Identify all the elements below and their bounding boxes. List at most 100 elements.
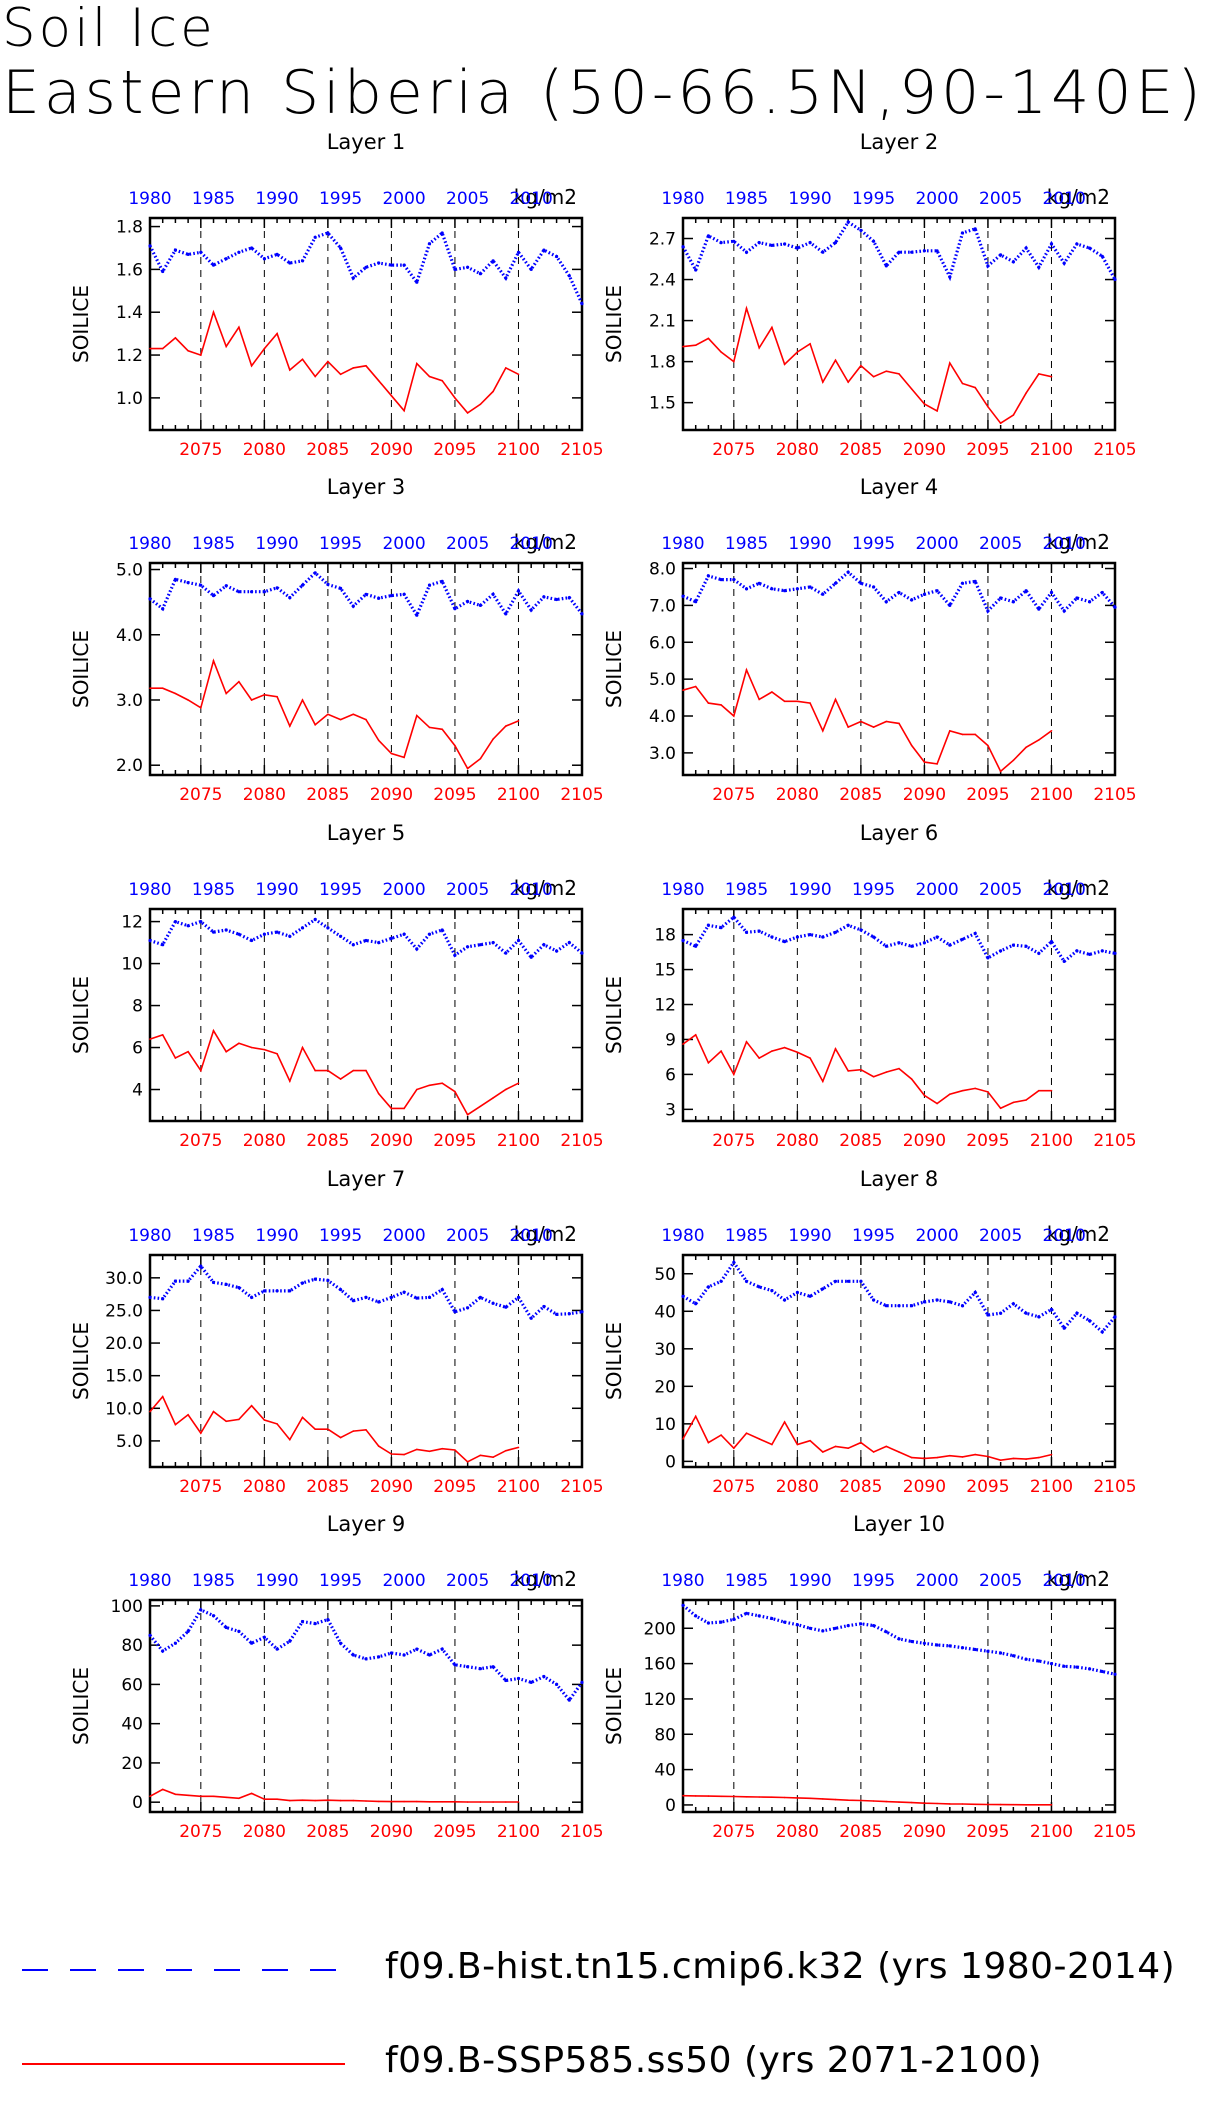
data-point-hist [351, 1653, 355, 1657]
chart-panel-layer-1: Layer 1 kg/m2 2075 2080 2085 2090 2095 2100 2105… [69, 130, 604, 460]
data-point-ssp [250, 1792, 253, 1795]
x-tick-label-top: 1995 [852, 880, 895, 900]
data-point-hist [516, 589, 521, 593]
data-point-hist [872, 1624, 876, 1628]
data-point-hist [250, 590, 254, 594]
data-point-ssp [352, 1430, 355, 1432]
data-point-ssp [923, 1094, 926, 1097]
data-point-hist [757, 1285, 761, 1289]
y-tick-label: 80 [654, 1725, 676, 1745]
data-point-ssp [352, 713, 355, 716]
data-point-ssp [809, 1057, 811, 1059]
data-point-ssp [987, 405, 989, 408]
data-point-ssp [860, 1799, 862, 1802]
plot-frame [681, 216, 1117, 432]
data-point-ssp [682, 689, 684, 691]
data-point-ssp [289, 369, 291, 371]
data-point-ssp [352, 1069, 355, 1072]
data-point-hist [186, 252, 190, 256]
data-point-hist [922, 1300, 927, 1304]
units-label: kg/m2 [1047, 1567, 1110, 1591]
legend-label-ssp: f09.B-SSP585.ss50 (yrs 2071-2100) [385, 2040, 1043, 2081]
x-tick-label-top: 2000 [915, 880, 958, 900]
data-point-hist [973, 579, 977, 584]
data-point-hist [681, 1294, 685, 1298]
data-point-hist [275, 1647, 279, 1651]
x-tick-label-top: 1985 [725, 1226, 768, 1246]
data-point-ssp [961, 1803, 964, 1805]
x-tick-label-bottom: 2105 [1093, 1822, 1136, 1842]
data-point-hist [1088, 1667, 1092, 1671]
y-tick-label: 160 [644, 1655, 676, 1675]
data-point-hist [1113, 1672, 1117, 1676]
data-point-hist [948, 1644, 952, 1648]
data-point-ssp [999, 422, 1002, 425]
data-point-hist [897, 1637, 901, 1641]
data-point-ssp [834, 359, 837, 362]
data-point-hist [262, 257, 266, 261]
data-point-hist [567, 274, 571, 278]
data-point-hist [770, 243, 774, 247]
data-point-hist [466, 1306, 470, 1310]
chart-title: Soil Ice [2, 0, 216, 59]
data-point-hist [821, 935, 825, 939]
data-point-ssp [416, 1800, 418, 1803]
x-tick-label-bottom: 2105 [1093, 1131, 1136, 1151]
data-point-hist [478, 603, 482, 608]
y-tick-label: 6 [665, 1065, 676, 1085]
data-point-hist [833, 581, 838, 585]
data-point-hist [402, 592, 406, 596]
data-point-hist [706, 574, 711, 578]
data-point-hist [415, 1296, 419, 1300]
data-point-hist [706, 234, 711, 238]
x-tick-label-bottom: 2075 [179, 1131, 222, 1151]
x-tick-label-top: 1990 [788, 1571, 831, 1591]
data-point-ssp [923, 1802, 926, 1804]
legend-item-ssp: f09.B-SSP585.ss50 (yrs 2071-2100) [0, 2034, 1212, 2094]
data-point-ssp [289, 1799, 291, 1802]
x-tick-label-top: 1990 [788, 189, 831, 209]
data-point-ssp [403, 1107, 405, 1110]
x-tick-label-bottom: 2095 [966, 1822, 1009, 1842]
data-point-hist [1049, 590, 1054, 595]
data-point-ssp [238, 1042, 240, 1045]
data-point-hist [300, 926, 305, 930]
data-point-hist [795, 246, 800, 250]
data-point-ssp [809, 1439, 811, 1442]
data-point-ssp [885, 1800, 888, 1803]
x-tick-label-bottom: 2085 [839, 440, 882, 460]
data-point-ssp [492, 390, 494, 393]
data-point-ssp [187, 699, 189, 701]
data-point-ssp [961, 733, 964, 736]
data-point-hist [224, 257, 228, 261]
data-point-hist [466, 945, 470, 949]
y-tick-label: 10 [654, 1415, 676, 1435]
data-point-ssp [492, 1801, 494, 1803]
data-point-hist [897, 1304, 901, 1308]
x-tick-label-bottom: 2090 [903, 1131, 946, 1151]
data-point-ssp [1038, 1456, 1040, 1459]
data-point-ssp [161, 687, 164, 689]
x-tick-label-bottom: 2085 [839, 785, 882, 805]
data-point-ssp [390, 1107, 393, 1110]
x-tick-label-bottom: 2095 [433, 1822, 476, 1842]
data-point-hist [440, 928, 444, 932]
data-point-hist [491, 592, 495, 596]
x-tick-label-top: 2005 [446, 880, 489, 900]
data-point-ssp [822, 1080, 824, 1083]
y-tick-label: 4 [132, 1081, 143, 1101]
data-point-ssp [174, 337, 177, 339]
data-point-ssp [682, 345, 684, 348]
data-point-hist [237, 932, 241, 936]
data-point-hist [250, 1295, 254, 1299]
data-point-ssp [999, 1803, 1002, 1806]
y-tick-label: 25.0 [105, 1301, 143, 1321]
series-line-hist [682, 1259, 1117, 1335]
data-point-hist [427, 1653, 432, 1657]
data-point-hist [173, 1641, 177, 1645]
data-point-ssp [694, 1034, 697, 1036]
data-point-ssp [466, 1461, 469, 1463]
data-point-hist [1062, 609, 1066, 613]
x-tick-label-top: 2010 [1043, 534, 1086, 554]
